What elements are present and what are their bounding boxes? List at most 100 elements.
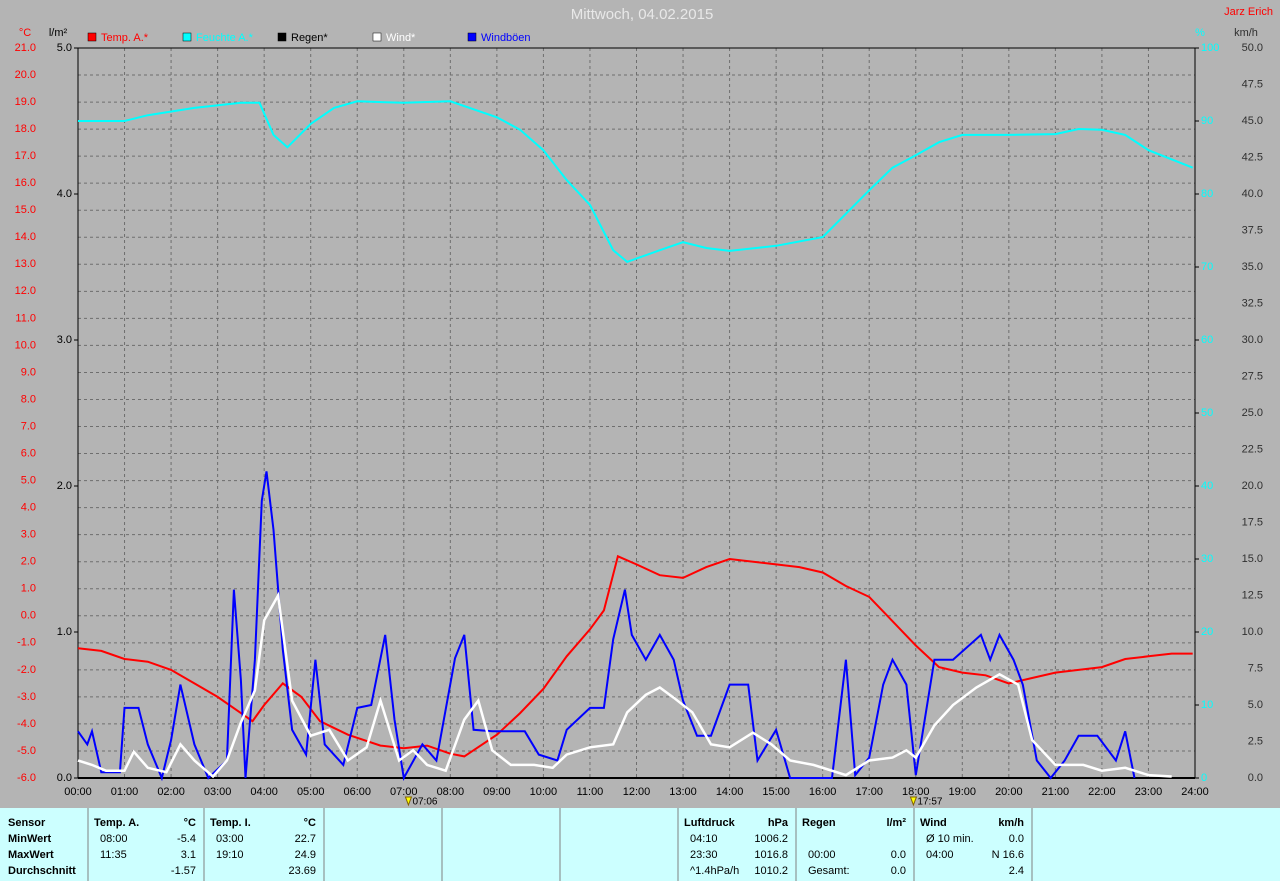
y3-tick-label: 2.0 (57, 480, 72, 492)
y4-tick-label: 40 (1201, 480, 1213, 492)
y-tick-label: 12.0 (15, 285, 36, 297)
legend-label: Feuchte A.* (196, 32, 254, 44)
cell-time: Ø 10 min. (926, 833, 974, 845)
y2-tick-label: 20.0 (1242, 480, 1263, 492)
column-unit: l/m² (886, 817, 906, 829)
y-tick-label: 21.0 (15, 42, 36, 54)
column-header: Temp. A. (94, 817, 139, 829)
row-label: MaxWert (8, 849, 54, 861)
x-tick-label: 23:00 (1135, 786, 1163, 798)
legend-label: Temp. A.* (101, 32, 149, 44)
sun-label: 07:06 (412, 797, 437, 808)
x-tick-label: 13:00 (669, 786, 697, 798)
series-line (78, 100, 1194, 264)
y2-tick-label: 37.5 (1242, 224, 1263, 236)
x-tick-label: 21:00 (1042, 786, 1070, 798)
y2-tick-label: 2.5 (1248, 735, 1263, 747)
y4-tick-label: 90 (1201, 115, 1213, 127)
y4-tick-label: 10 (1201, 699, 1213, 711)
legend-label: Wind* (386, 32, 416, 44)
y2-tick-label: 50.0 (1242, 42, 1263, 54)
cell-value: -5.4 (177, 833, 196, 845)
y-tick-label: 6.0 (21, 447, 36, 459)
y-tick-label: 3.0 (21, 529, 36, 541)
legend-label: Regen* (291, 32, 328, 44)
x-tick-label: 03:00 (204, 786, 232, 798)
y-tick-label: 14.0 (15, 231, 36, 243)
cell-time: 11:35 (100, 849, 127, 861)
y2-tick-label: 5.0 (1248, 699, 1263, 711)
y2-tick-label: 22.5 (1242, 443, 1263, 455)
x-tick-label: 19:00 (949, 786, 977, 798)
row-label: Sensor (8, 817, 46, 829)
y-tick-label: 16.0 (15, 177, 36, 189)
y-tick-label: 11.0 (15, 312, 36, 324)
column-unit: km/h (998, 817, 1024, 829)
y-tick-label: 2.0 (21, 556, 36, 568)
y2-tick-label: 30.0 (1242, 334, 1263, 346)
y-tick-label: 4.0 (21, 502, 36, 514)
legend-swatch (87, 32, 97, 42)
y4-tick-label: 50 (1201, 407, 1213, 419)
x-tick-label: 10:00 (530, 786, 558, 798)
y-tick-label: -1.0 (17, 637, 36, 649)
column-header: Temp. I. (210, 817, 251, 829)
x-tick-label: 22:00 (1088, 786, 1116, 798)
x-tick-label: 02:00 (157, 786, 185, 798)
cell-value: 1016.8 (754, 849, 788, 861)
cell-time: 19:10 (216, 849, 244, 861)
x-tick-label: 14:00 (716, 786, 744, 798)
y2-tick-label: 12.5 (1242, 589, 1263, 601)
cell-time: Gesamt: (808, 865, 850, 877)
y-tick-label: 0.0 (21, 610, 36, 622)
cell-value: 3.1 (181, 849, 196, 861)
y-tick-label: 13.0 (15, 258, 36, 270)
stats-panel (0, 808, 1280, 881)
cell-value: 0.0 (1009, 833, 1024, 845)
y-tick-label: 9.0 (21, 366, 36, 378)
cell-value: 22.7 (295, 833, 316, 845)
y2-tick-label: 17.5 (1242, 516, 1263, 528)
x-tick-label: 08:00 (437, 786, 465, 798)
y2-tick-label: 10.0 (1242, 626, 1263, 638)
column-unit: °C (304, 817, 316, 829)
column-unit: °C (184, 817, 196, 829)
y3-tick-label: 1.0 (57, 626, 72, 638)
x-tick-label: 12:00 (623, 786, 651, 798)
y4-tick-label: 0 (1201, 772, 1207, 784)
cell-time: ^1.4hPa/h (690, 865, 739, 877)
column-header: Regen (802, 817, 836, 829)
cell-value: -1.57 (171, 865, 196, 877)
y-tick-label: -2.0 (17, 664, 36, 676)
y3-axis-label: l/m² (49, 27, 68, 39)
y4-axis-label: % (1195, 27, 1205, 39)
y-tick-label: 1.0 (21, 583, 36, 595)
x-tick-label: 07:00 (390, 786, 418, 798)
cell-value: N 16.6 (992, 849, 1024, 861)
y3-tick-label: 3.0 (57, 334, 72, 346)
y-tick-label: 19.0 (15, 96, 36, 108)
y2-axis-label: km/h (1234, 27, 1258, 39)
y4-tick-label: 60 (1201, 334, 1213, 346)
y-tick-label: -6.0 (17, 772, 36, 784)
y2-tick-label: 25.0 (1242, 407, 1263, 419)
y3-tick-label: 5.0 (57, 42, 72, 54)
y2-tick-label: 27.5 (1242, 370, 1263, 382)
cell-time: 00:00 (808, 849, 836, 861)
legend-swatch (182, 32, 192, 42)
y-tick-label: 7.0 (21, 420, 36, 432)
y4-tick-label: 20 (1201, 626, 1213, 638)
row-label: Durchschnitt (8, 865, 76, 877)
x-tick-label: 18:00 (902, 786, 930, 798)
y2-tick-label: 32.5 (1242, 297, 1263, 309)
y-tick-label: -5.0 (17, 745, 36, 757)
cell-value: 1006.2 (754, 833, 788, 845)
y2-tick-label: 7.5 (1248, 662, 1263, 674)
column-header: Luftdruck (684, 817, 736, 829)
y-tick-label: 10.0 (15, 339, 36, 351)
sun-marker (909, 796, 918, 807)
y2-tick-label: 42.5 (1242, 151, 1263, 163)
y4-tick-label: 100 (1201, 42, 1219, 54)
